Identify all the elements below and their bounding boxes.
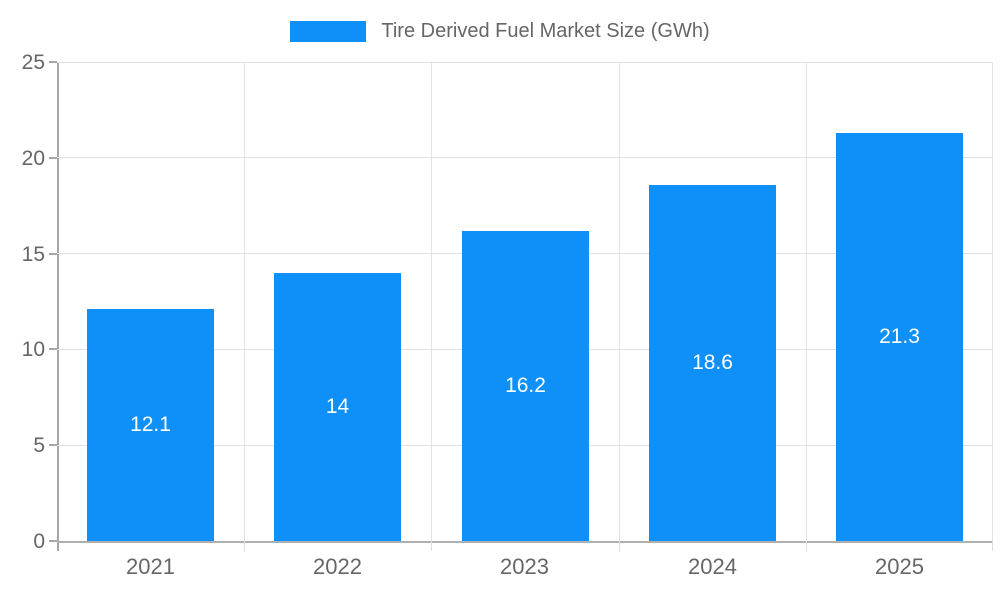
y-axis-tick-label: 25	[21, 51, 45, 74]
y-axis-tick-label: 0	[33, 530, 45, 553]
x-axis-tick-label: 2022	[313, 554, 362, 579]
y-axis-tick	[49, 252, 57, 255]
x-axis-line	[57, 541, 993, 543]
bar-value-label: 16.2	[505, 374, 546, 397]
x-axis-tick-label: 2021	[126, 554, 175, 579]
v-gridline	[805, 62, 807, 541]
y-axis-tick-label: 10	[21, 338, 45, 362]
v-gridline	[430, 62, 432, 541]
plot-area: 0 5 10 15 20 25 12.1 14 16.2 18.6 21.3 2021 2022 2023…	[22, 52, 993, 578]
h-gridline	[57, 157, 993, 159]
bar-2021[interactable]: 12.1	[87, 309, 214, 541]
y-axis-tick-label: 20	[21, 146, 45, 170]
bar-value-label: 14	[325, 395, 350, 418]
x-axis-tick	[430, 541, 432, 551]
bar-value-label: 18.6	[692, 351, 733, 374]
x-axis-tick	[618, 541, 620, 551]
x-axis-tick	[243, 541, 245, 551]
legend-label[interactable]: Tire Derived Fuel Market Size (GWh)	[381, 20, 710, 42]
bar-2025[interactable]: 21.3	[836, 133, 963, 541]
y-axis-tick	[49, 540, 57, 542]
bar-value-label: 12.1	[130, 413, 171, 436]
bar-value-label: 21.3	[879, 325, 920, 348]
h-gridline	[57, 61, 993, 63]
bar-2023[interactable]: 16.2	[462, 231, 589, 541]
v-gridline	[992, 62, 993, 541]
y-axis-tick	[49, 61, 57, 63]
x-axis-tick-label: 2025	[875, 554, 924, 579]
v-gridline	[618, 62, 620, 541]
bar-2024[interactable]: 18.6	[649, 185, 776, 541]
x-axis-tick	[992, 541, 993, 551]
legend: Tire Derived Fuel Market Size (GWh)	[0, 20, 1000, 43]
x-axis-tick-label: 2023	[500, 554, 549, 579]
v-gridline	[243, 62, 245, 541]
y-axis-tick	[49, 156, 57, 159]
y-axis-line	[57, 62, 59, 551]
y-axis-tick-label: 15	[21, 242, 45, 266]
y-axis-tick	[49, 348, 57, 351]
legend-swatch[interactable]	[290, 21, 367, 42]
x-axis-tick-label: 2024	[688, 554, 737, 579]
y-axis-tick-label: 5	[33, 434, 45, 458]
bar-2022[interactable]: 14	[274, 273, 401, 541]
y-axis-tick	[49, 444, 57, 447]
x-axis-tick	[805, 541, 807, 551]
